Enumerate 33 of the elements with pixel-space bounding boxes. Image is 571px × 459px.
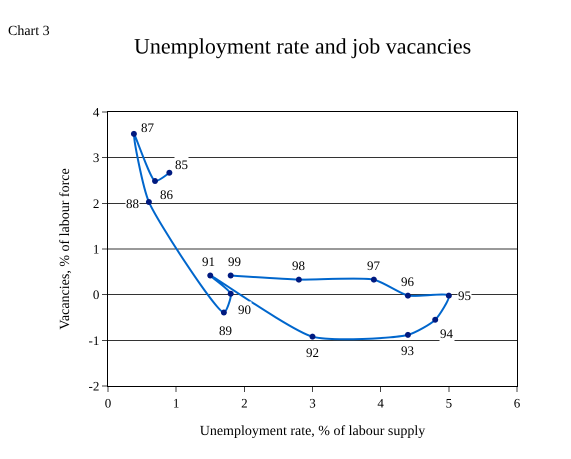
annotation: 95 [458, 288, 471, 303]
x-tick-label: 3 [309, 396, 316, 411]
annotation: 91 [202, 254, 215, 269]
x-tick-label: 1 [172, 396, 180, 411]
x-axis-title: Unemployment rate, % of labour supply [200, 424, 426, 439]
y-tick-label: -2 [88, 378, 100, 394]
x-tick-label: 6 [514, 396, 521, 411]
annotation: 99 [228, 254, 241, 269]
annotation: 94 [440, 326, 454, 341]
annotation: 97 [367, 258, 380, 273]
x-tick-label: 2 [241, 396, 248, 411]
annotation: 88 [126, 196, 139, 211]
annotation: 86 [160, 187, 174, 202]
y-tick-label: 4 [92, 104, 100, 120]
caption: Chart 3 [8, 24, 50, 39]
annotation: 93 [401, 343, 414, 358]
y-tick-label: 3 [92, 150, 100, 166]
y-tick-label: 1 [92, 242, 100, 257]
annotation: 89 [219, 323, 232, 338]
y-tick-label: 0 [92, 287, 100, 302]
y-tick-label: -1 [88, 332, 100, 348]
y-tick-label: 2 [92, 196, 100, 211]
annotation: 87 [141, 120, 154, 135]
x-tick-label: 0 [104, 396, 112, 411]
y-axis-title: Vacancies, % of labour force [58, 168, 74, 330]
annotation: 96 [401, 274, 414, 289]
annotation: 92 [306, 345, 319, 360]
x-tick-label: 4 [377, 396, 384, 411]
annotation: 85 [175, 157, 188, 172]
annotation: 90 [238, 302, 251, 317]
x-tick-label: 5 [446, 396, 452, 411]
chart-title: Unemployment rate and job vacancies [134, 34, 472, 59]
annotation: 98 [292, 258, 305, 273]
